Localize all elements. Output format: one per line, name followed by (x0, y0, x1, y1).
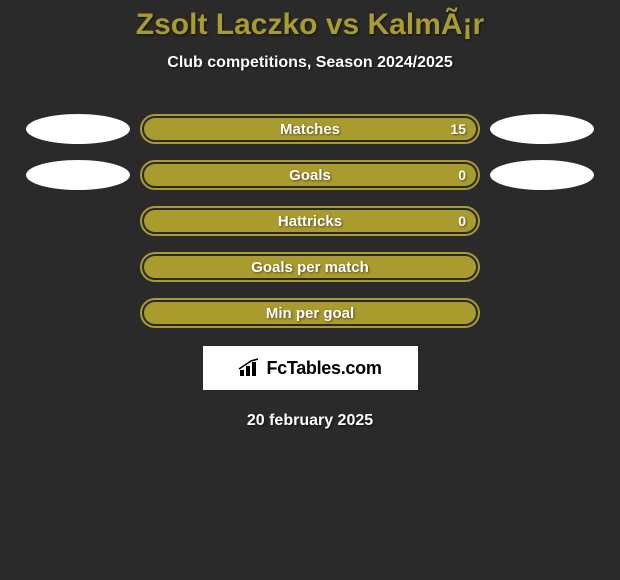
stat-bar: Goals 0 (140, 160, 480, 190)
ellipse-pad (490, 206, 594, 236)
infographic-container: Zsolt Laczko vs KalmÃ¡r Club competition… (0, 0, 620, 430)
stat-row: Goals per match (0, 252, 620, 282)
ellipse-pad (26, 206, 130, 236)
stat-bar: Matches 15 (140, 114, 480, 144)
ellipse-pad (490, 298, 594, 328)
date-text: 20 february 2025 (0, 412, 620, 430)
bar-chart-icon (238, 358, 264, 378)
stat-label: Matches (280, 121, 340, 138)
stat-row: Goals 0 (0, 160, 620, 190)
logo-box: FcTables.com (203, 346, 418, 390)
stat-value: 0 (458, 213, 466, 229)
stat-row: Hattricks 0 (0, 206, 620, 236)
player-right-ellipse (490, 114, 594, 144)
stat-bar: Hattricks 0 (140, 206, 480, 236)
logo-text: FcTables.com (266, 358, 381, 379)
stat-bar: Min per goal (140, 298, 480, 328)
stat-label: Min per goal (266, 305, 354, 322)
player-right-ellipse (490, 160, 594, 190)
ellipse-pad (26, 298, 130, 328)
ellipse-pad (26, 252, 130, 282)
stat-bar: Goals per match (140, 252, 480, 282)
stat-label: Goals per match (251, 259, 369, 276)
stat-row: Matches 15 (0, 114, 620, 144)
stat-row: Min per goal (0, 298, 620, 328)
player-left-ellipse (26, 114, 130, 144)
page-title: Zsolt Laczko vs KalmÃ¡r (0, 8, 620, 42)
stat-value: 15 (450, 121, 466, 137)
player-left-ellipse (26, 160, 130, 190)
ellipse-pad (490, 252, 594, 282)
stats-rows: Matches 15 Goals 0 Hattricks 0 Goals per match… (0, 114, 620, 328)
fctables-logo: FcTables.com (238, 358, 381, 379)
subtitle: Club competitions, Season 2024/2025 (0, 54, 620, 72)
stat-label: Goals (289, 167, 331, 184)
stat-value: 0 (458, 167, 466, 183)
stat-label: Hattricks (278, 213, 342, 230)
